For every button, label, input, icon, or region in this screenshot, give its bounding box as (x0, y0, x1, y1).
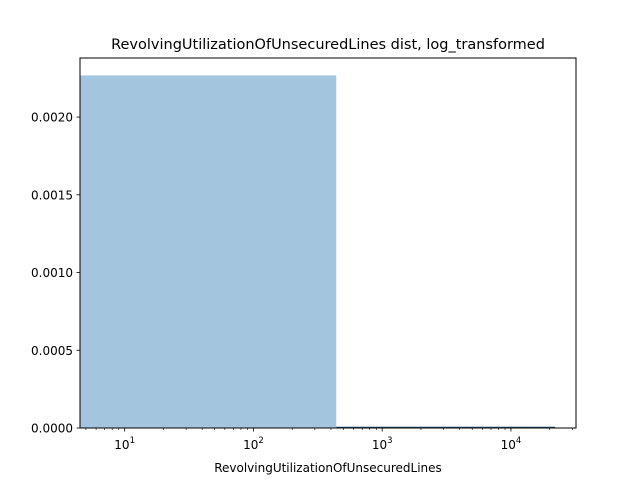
x-tick-label: 102 (243, 436, 264, 452)
chart-title: RevolvingUtilizationOfUnsecuredLines dis… (111, 37, 545, 53)
x-axis-label: RevolvingUtilizationOfUnsecuredLines (214, 461, 442, 475)
y-tick-label: 0.0000 (31, 422, 73, 436)
x-tick-label: 103 (372, 436, 393, 452)
y-ticks: 0.0000 0.0005 0.0010 0.0015 0.0020 (31, 111, 80, 436)
bars-layer (80, 75, 556, 429)
histogram-bar-0 (80, 75, 337, 428)
x-tick-label: 101 (114, 436, 135, 452)
y-tick-label: 0.0020 (31, 111, 73, 125)
y-tick-label: 0.0010 (31, 266, 73, 280)
x-ticks: 101 102 103 104 (85, 428, 573, 452)
x-tick-label: 104 (501, 436, 522, 452)
plot-frame (79, 57, 577, 429)
y-tick-label: 0.0005 (31, 344, 73, 358)
y-tick-label: 0.0015 (31, 188, 73, 202)
